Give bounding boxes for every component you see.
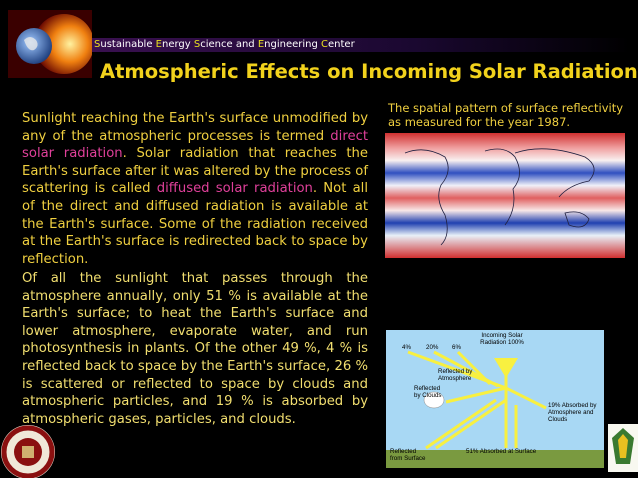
text-segment: . Solar radiation that reaches the Earth… [22,146,368,197]
text-segment: ustainable [100,39,156,50]
text-segment: enter [328,39,355,50]
highlighted-text: E [155,39,162,50]
radiation-diagram: Incoming Solar Radiation 100% 4% 20% 6% … [386,330,604,468]
text-segment: nergy [162,39,194,50]
highlighted-text: C [321,39,329,50]
diagram-label: Reflected from Surface [390,448,426,462]
highlighted-text: S [94,39,101,50]
diagram-label: 51% Absorbed at Surface [466,448,537,455]
reflectivity-map [385,133,625,258]
highlighted-text: E [257,39,265,50]
paragraph: Sunlight reaching the Earth's surface un… [22,110,368,268]
paragraph: Of all the sunlight that passes through … [22,271,368,427]
text-segment: ngineering [264,39,322,50]
slide-title: Atmospheric Effects on Incoming Solar Ra… [100,60,638,83]
diagram-label: 20% [426,344,439,351]
text-segment: cience and [200,39,258,50]
diagram-label: 6% [452,344,461,351]
highlighted-text: direct solar radiation [22,128,368,162]
university-seal [1,425,55,478]
highlighted-text: diffused solar radiation [156,181,313,197]
center-logo [608,424,638,472]
diagram-label: 4% [402,344,411,351]
diagram-label: Reflected by Clouds [414,385,442,399]
text-segment: . Not all of the direct and diffused rad… [22,181,368,267]
diagram-label: Reflected by Atmosphere [438,368,473,382]
diagram-label: 19% Absorbed by Atmosphere and Clouds [548,402,597,423]
banner: Sustainable Energy Science and Engineeri… [92,38,630,52]
diagram-label: Incoming Solar Radiation 100% [480,332,524,346]
text-segment: Sunlight reaching the Earth's surface un… [22,111,368,144]
figure-caption: The spatial pattern of surface reflectiv… [388,101,624,129]
highlighted-text: S [193,39,201,50]
diagram-arrows [386,350,604,468]
sun-earth-image [8,10,92,78]
